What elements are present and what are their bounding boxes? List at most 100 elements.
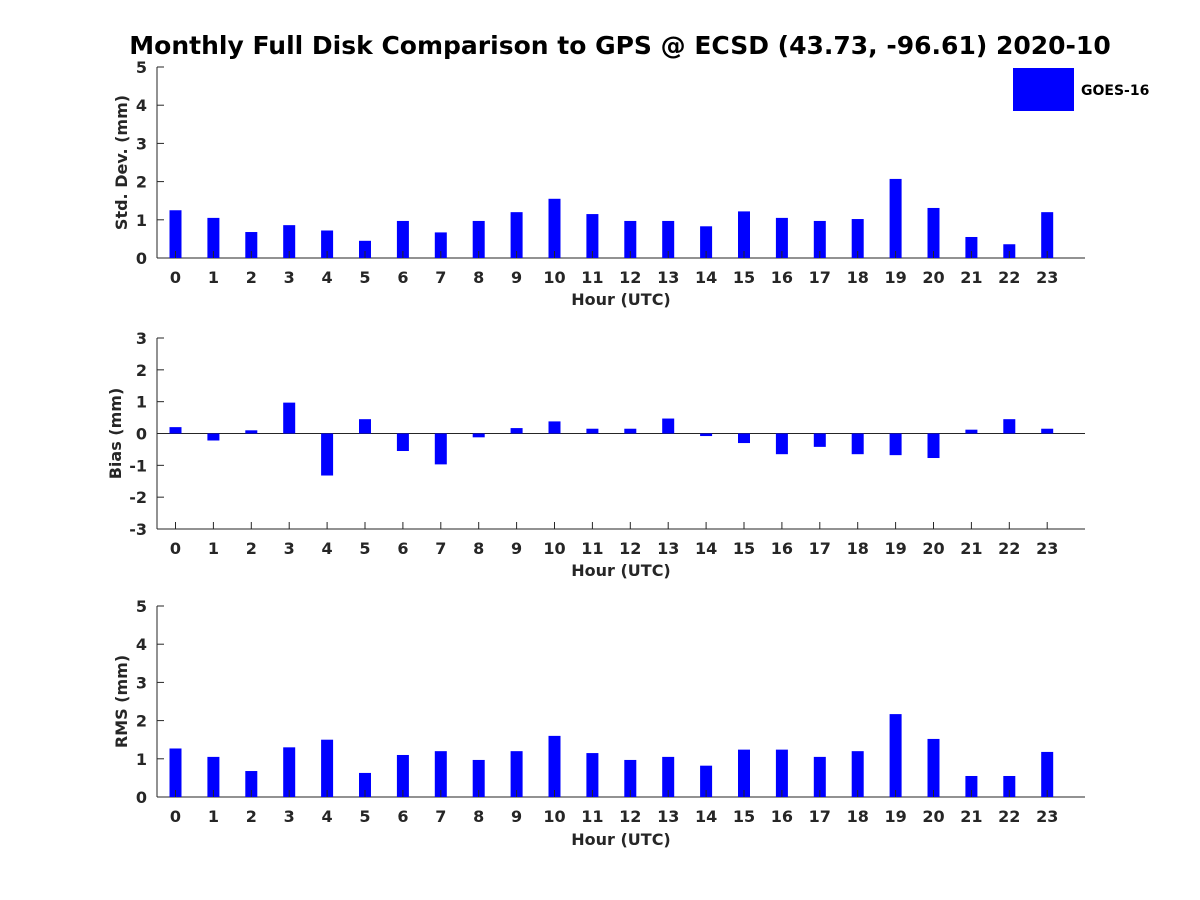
bias-bar-hour-11 <box>586 428 599 434</box>
std-dev-x-tick-label: 18 <box>847 268 869 287</box>
bias-x-tick-label: 10 <box>543 539 565 558</box>
std-dev-y-tick-label: 4 <box>136 96 147 115</box>
bias-bar-hour-10 <box>548 421 561 434</box>
rms-x-tick-label: 3 <box>284 807 295 826</box>
rms-x-tick-label: 12 <box>619 807 641 826</box>
std-dev-bar-hour-13 <box>662 220 675 258</box>
bias-bar-hour-6 <box>396 433 409 452</box>
bias-y-tick-label: -2 <box>129 488 147 507</box>
std-dev-bar-hour-2 <box>245 232 258 258</box>
bias-bar-hour-5 <box>359 419 371 434</box>
std-dev-x-tick-label: 0 <box>170 268 181 287</box>
rms-bar-hour-17 <box>813 756 826 797</box>
rms-bar-hour-4 <box>321 739 334 797</box>
rms-bar-hour-2 <box>245 771 258 797</box>
rms-bar-hour-1 <box>207 756 220 797</box>
bias-y-tick-label: 1 <box>136 393 147 412</box>
rms-x-tick-label: 16 <box>771 807 793 826</box>
bias-x-tick-label: 19 <box>884 539 906 558</box>
rms-bar-hour-12 <box>624 759 637 797</box>
std-dev-bar-hour-4 <box>321 230 334 258</box>
std-dev-x-tick-label: 11 <box>581 268 603 287</box>
bias-bar-hour-15 <box>738 433 750 444</box>
rms-bar-hour-5 <box>359 772 371 797</box>
bias-x-tick-label: 8 <box>473 539 484 558</box>
rms-bar-hour-23 <box>1041 751 1054 797</box>
rms-bar-hour-8 <box>472 759 485 797</box>
std-dev-x-tick-label: 7 <box>435 268 446 287</box>
bias-bar-hour-19 <box>889 433 902 456</box>
rms-x-tick-label: 2 <box>246 807 257 826</box>
bias-x-tick-label: 0 <box>170 539 181 558</box>
std-dev-x-tick-label: 3 <box>284 268 295 287</box>
rms-bar-hour-7 <box>434 751 447 797</box>
std-dev-bar-hour-0 <box>169 210 182 258</box>
bias-bar-hour-1 <box>207 433 220 441</box>
std-dev-x-tick-label: 4 <box>322 268 333 287</box>
rms-bar-hour-3 <box>283 747 296 797</box>
rms-x-tick-label: 19 <box>884 807 906 826</box>
bias-x-tick-label: 4 <box>322 539 333 558</box>
bias-bar-hour-14 <box>700 433 713 437</box>
std-dev-bar-hour-10 <box>548 198 561 258</box>
bias-bar-hour-13 <box>662 418 675 434</box>
std-dev-x-tick-label: 13 <box>657 268 679 287</box>
bias-x-tick-label: 1 <box>208 539 219 558</box>
bias-x-tick-label: 12 <box>619 539 641 558</box>
rms-y-tick-label: 3 <box>136 673 147 692</box>
bias-y-axis-label: Bias (mm) <box>106 388 125 480</box>
rms-x-tick-label: 21 <box>960 807 982 826</box>
bias-y-tick-label: 0 <box>136 425 147 444</box>
bias-bar-hour-23 <box>1041 428 1054 434</box>
std-dev-bar-hour-17 <box>813 220 826 258</box>
rms-bar-hour-21 <box>965 775 978 797</box>
bias-x-tick-label: 20 <box>922 539 944 558</box>
rms-y-axis-label: RMS (mm) <box>112 655 131 748</box>
rms-x-tick-label: 18 <box>847 807 869 826</box>
std-dev-x-tick-label: 14 <box>695 268 717 287</box>
std-dev-y-axis-label: Std. Dev. (mm) <box>112 95 131 230</box>
rms-x-tick-label: 17 <box>809 807 831 826</box>
rms-x-tick-label: 4 <box>322 807 333 826</box>
bias-x-tick-label: 9 <box>511 539 522 558</box>
rms-x-tick-label: 5 <box>359 807 370 826</box>
legend-swatch-goes-16 <box>1013 68 1074 111</box>
legend: GOES-16 <box>1013 68 1149 111</box>
std-dev-bar-hour-6 <box>396 220 409 258</box>
std-dev-y-tick-label: 0 <box>136 249 147 268</box>
bias-x-tick-label: 14 <box>695 539 717 558</box>
bias-x-tick-label: 18 <box>847 539 869 558</box>
std-dev-x-tick-label: 20 <box>922 268 944 287</box>
legend-label: GOES-16 <box>1081 83 1149 99</box>
rms-bar-hour-10 <box>548 735 561 797</box>
rms-x-tick-label: 1 <box>208 807 219 826</box>
std-dev-bar-hour-21 <box>965 236 978 258</box>
rms-bar-hour-13 <box>662 756 675 797</box>
bias-y-tick-label: -3 <box>129 520 147 539</box>
std-dev-bar-hour-1 <box>207 217 220 258</box>
std-dev-x-axis-label: Hour (UTC) <box>571 290 671 309</box>
bias-bar-hour-9 <box>510 428 523 434</box>
rms-x-tick-label: 8 <box>473 807 484 826</box>
std-dev-bar-hour-15 <box>738 211 750 258</box>
rms-y-tick-label: 5 <box>136 597 147 616</box>
rms-bar-hour-9 <box>510 751 523 797</box>
rms-x-tick-label: 20 <box>922 807 944 826</box>
bias-bar-hour-7 <box>434 433 447 465</box>
std-dev-bar-hour-14 <box>700 226 713 258</box>
bias-x-axis-label: Hour (UTC) <box>571 561 671 580</box>
rms-x-tick-label: 0 <box>170 807 181 826</box>
std-dev-x-tick-label: 17 <box>809 268 831 287</box>
std-dev-bar-hour-11 <box>586 214 599 258</box>
bias-x-tick-label: 6 <box>397 539 408 558</box>
rms-x-axis-label: Hour (UTC) <box>571 830 671 849</box>
rms-bar-hour-16 <box>775 749 788 797</box>
rms-x-tick-label: 7 <box>435 807 446 826</box>
std-dev-x-tick-label: 22 <box>998 268 1020 287</box>
bias-x-tick-label: 13 <box>657 539 679 558</box>
std-dev-bar-hour-9 <box>510 212 523 258</box>
std-dev-y-tick-label: 5 <box>136 58 147 77</box>
